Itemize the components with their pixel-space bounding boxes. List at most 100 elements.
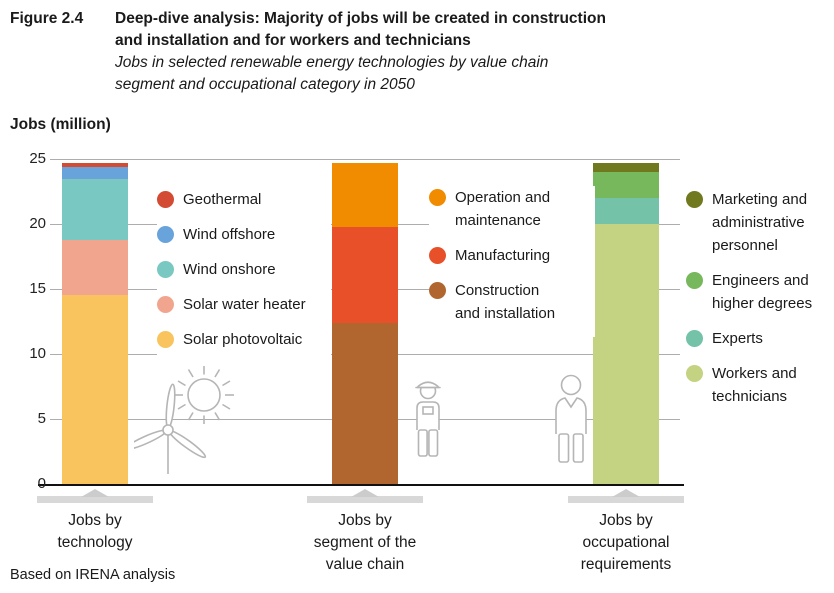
bar-segment-solar-water-heater: [62, 239, 128, 296]
y-tick-label-20: 20: [29, 215, 46, 232]
bar-segment-construction-and-installation: [332, 322, 398, 484]
bar-segment-workers-and-technicians: [593, 223, 659, 484]
legend-color-dot: [686, 272, 703, 289]
legend-item-geothermal: Geothermal: [157, 188, 327, 211]
legend-item-label: Manufacturing: [455, 244, 550, 267]
bar-pedestal-arrow: [81, 489, 109, 497]
legend-label-line: Operation and: [455, 189, 551, 206]
legend-group-2: Operation and maintenance Manufacturing Con…: [429, 186, 595, 337]
bar-segment-solar-photovoltaic: [62, 295, 128, 484]
y-tick-label-10: 10: [29, 345, 46, 362]
category-label-line: Jobs by: [599, 512, 653, 529]
y-gridline-0: [38, 484, 684, 486]
legend-item-label: Wind offshore: [183, 223, 275, 246]
legend-color-dot: [157, 261, 174, 278]
legend-item-solar-photovoltaic: Solar photovoltaic: [157, 328, 327, 351]
bar-segment-manufacturing: [332, 226, 398, 323]
legend-color-dot: [429, 189, 446, 206]
bar-jobs-by-occupational-requirements: [593, 162, 659, 484]
legend-label-line: administrative: [712, 214, 805, 231]
legend-label-line: higher degrees: [712, 295, 813, 312]
legend-color-dot: [686, 330, 703, 347]
legend-label-line: Marketing and: [712, 191, 808, 208]
bar-segment-marketing-and-administrative-personnel: [593, 162, 659, 172]
legend-item-operation-and-maintenance: Operation and maintenance: [429, 186, 591, 232]
legend-label-line: Engineers and: [712, 272, 809, 289]
wind-turbine-sun-icon: [134, 366, 234, 474]
y-gridline-25: [50, 159, 680, 160]
bar-pedestal-arrow: [351, 489, 379, 497]
category-label: Jobs by technology: [15, 510, 175, 554]
subtitle-line-1: Jobs in selected renewable energy techno…: [115, 54, 549, 71]
legend-label-line: Solar water heater: [183, 296, 306, 313]
bar-segment-operation-and-maintenance: [332, 162, 398, 227]
bar-segment-geothermal: [62, 162, 128, 167]
bar-pedestal: [307, 496, 423, 503]
legend-color-dot: [429, 282, 446, 299]
source-note: Based on IRENA analysis: [10, 567, 176, 583]
category-label-line: segment of the: [313, 534, 417, 551]
category-label-line: technology: [57, 534, 133, 551]
legend-label-line: and installation: [455, 305, 556, 322]
category-label: Jobs by occupational requirements: [546, 510, 706, 576]
legend-color-dot: [157, 226, 174, 243]
legend-item-label: Marketing and administrative personnel: [712, 188, 807, 257]
y-tick-label-0: 0: [37, 475, 46, 492]
category-label: Jobs by segment of the value chain: [285, 510, 445, 576]
legend-label-line: Experts: [712, 330, 763, 347]
legend-group-3: Marketing and administrative personnel Engi…: [686, 188, 834, 420]
legend-item-label: Construction and installation: [455, 279, 555, 325]
legend-item-label: Solar photovoltaic: [183, 328, 302, 351]
bar-segment-experts: [593, 197, 659, 224]
y-tick-label-5: 5: [37, 410, 46, 427]
legend-color-dot: [686, 365, 703, 382]
legend-item-marketing-and-administrative-personnel: Marketing and administrative personnel: [686, 188, 832, 257]
legend-item-label: Geothermal: [183, 188, 261, 211]
category-label-line: Jobs by: [338, 512, 392, 529]
y-tick-label-15: 15: [29, 280, 46, 297]
legend-label-line: Solar photovoltaic: [183, 331, 303, 348]
legend-item-manufacturing: Manufacturing: [429, 244, 591, 267]
legend-item-label: Experts: [712, 327, 763, 350]
legend-item-wind-onshore: Wind onshore: [157, 258, 327, 281]
legend-label-line: Wind offshore: [183, 226, 276, 243]
legend-color-dot: [686, 191, 703, 208]
legend-item-experts: Experts: [686, 327, 832, 350]
legend-item-construction-and-installation: Construction and installation: [429, 279, 591, 325]
legend-color-dot: [157, 191, 174, 208]
category-label-line: occupational: [582, 534, 670, 551]
legend-item-label: Solar water heater: [183, 293, 306, 316]
legend-item-label: Engineers and higher degrees: [712, 269, 812, 315]
category-label-line: value chain: [325, 556, 405, 573]
subtitle-line-2: segment and occupational category in 205…: [115, 76, 415, 93]
figure-title-text: Deep-dive analysis: Majority of jobs wil…: [115, 8, 606, 96]
legend-item-label: Workers and technicians: [712, 362, 797, 408]
legend-label-line: Workers and: [712, 365, 797, 382]
construction-worker-icon: [415, 381, 441, 457]
legend-group-1: Geothermal Wind offshore Wind onshore Solar…: [157, 188, 331, 363]
legend-item-engineers-and-higher-degrees: Engineers and higher degrees: [686, 269, 832, 315]
legend-item-solar-water-heater: Solar water heater: [157, 293, 327, 316]
legend-item-workers-and-technicians: Workers and technicians: [686, 362, 832, 408]
legend-color-dot: [157, 296, 174, 313]
legend-color-dot: [429, 247, 446, 264]
legend-label-line: maintenance: [455, 212, 541, 229]
legend-item-label: Wind onshore: [183, 258, 276, 281]
figure-number: Figure 2.4: [10, 10, 84, 27]
person-icon: [555, 374, 587, 463]
legend-item-label: Operation and maintenance: [455, 186, 550, 232]
bar-segment-wind-onshore: [62, 178, 128, 240]
bar-segment-wind-offshore: [62, 166, 128, 179]
legend-label-line: Geothermal: [183, 191, 262, 208]
figure-title-block: Figure 2.4 Deep-dive analysis: Majority …: [10, 8, 606, 96]
legend-label-line: Wind onshore: [183, 261, 276, 278]
bar-pedestal-arrow: [612, 489, 640, 497]
bar-jobs-by-segment-of-the-value-chain: [332, 162, 398, 484]
title-line-2: and installation and for workers and tec…: [115, 32, 471, 49]
legend-label-line: Manufacturing: [455, 247, 551, 264]
bar-jobs-by-technology: [62, 162, 128, 484]
title-line-1: Deep-dive analysis: Majority of jobs wil…: [115, 10, 606, 27]
bar-segment-engineers-and-higher-degrees: [593, 171, 659, 198]
legend-label-line: personnel: [712, 237, 778, 254]
category-label-line: requirements: [580, 556, 672, 573]
